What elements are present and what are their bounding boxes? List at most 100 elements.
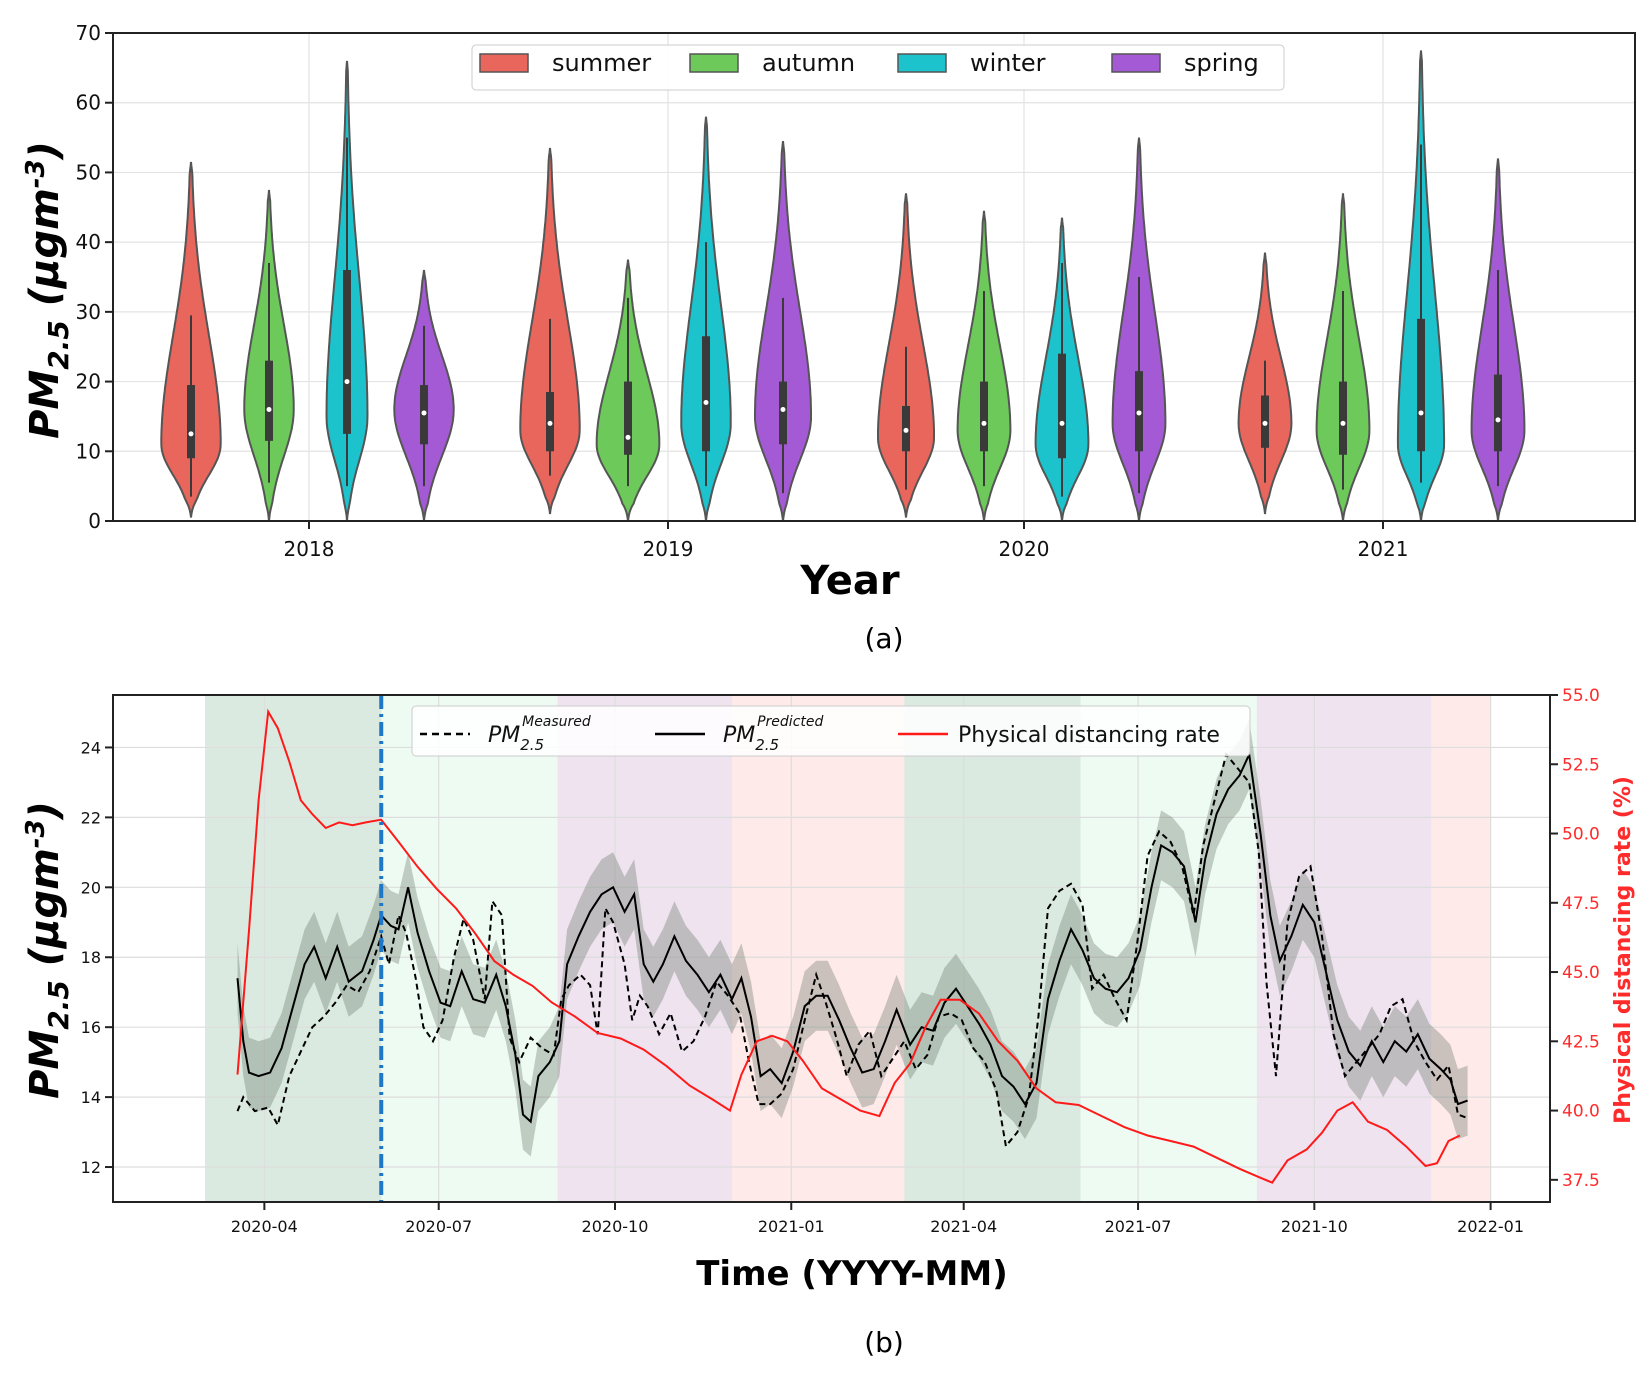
violin-x-tick-label: 2020 — [999, 537, 1050, 561]
timeseries-legend-box — [411, 705, 1251, 757]
season-band-spring — [204, 695, 382, 1202]
season-band-winter — [1431, 695, 1491, 1202]
violin-median-dot — [780, 406, 786, 412]
violin-iqr-box — [1417, 318, 1425, 452]
violin-iqr-box — [187, 385, 195, 459]
season-band-summer — [1080, 695, 1257, 1202]
violin-x-tick-label: 2021 — [1358, 537, 1409, 561]
season-band-autumn — [557, 695, 732, 1202]
timeseries-x-tick-label: 2021-10 — [1281, 1217, 1348, 1236]
violin-median-dot — [981, 420, 987, 426]
violin-median-dot — [1495, 417, 1501, 423]
violin-y-label: PM2.5 (μgm-3) — [21, 141, 75, 439]
violin-median-dot — [625, 434, 631, 440]
violin-y-tick-label: 10 — [76, 439, 101, 463]
panel-b-caption: (b) — [864, 1326, 904, 1359]
legend-swatch-autumn — [689, 53, 739, 73]
timeseries-y-right-tick-label: 45.0 — [1562, 963, 1600, 983]
violin-x-axis: 2018 2019 2020 2021 — [284, 521, 1409, 561]
violin-legend-box — [471, 44, 1285, 91]
timeseries-x-tick-label: 2021-01 — [758, 1217, 825, 1236]
timeseries-y-label: PM2.5 (μgm-3) — [21, 801, 75, 1099]
timeseries-y-tick-label: 12 — [81, 1158, 101, 1177]
legend-swatch-spring — [1111, 53, 1161, 73]
violin-median-dot — [1340, 420, 1346, 426]
violin-median-dot — [547, 420, 553, 426]
timeseries-x-tick-label: 2021-04 — [930, 1217, 997, 1236]
violin-y-tick-label: 0 — [88, 509, 101, 533]
violin-y-tick-label: 20 — [76, 370, 101, 394]
season-band-summer — [381, 695, 558, 1202]
violin-legend: summer autumn winter spring — [471, 44, 1285, 91]
legend-label-autumn: autumn — [762, 49, 855, 77]
violin-median-dot — [1059, 420, 1065, 426]
timeseries-plot-frame — [112, 694, 1551, 1203]
distancing-rate-line — [236, 708, 1461, 1184]
timeseries-y-axis-left: 12 14 16 18 20 22 24 — [81, 738, 113, 1177]
timeseries-x-label: Time (YYYY-MM) — [696, 1254, 1008, 1294]
violin-y-axis: 0 10 20 30 40 50 60 70 — [76, 21, 113, 533]
violin-iqr-box — [265, 360, 273, 441]
timeseries-x-tick-label: 2020-07 — [405, 1217, 472, 1236]
timeseries-y-axis-right: 37.5 40.0 42.5 45.0 47.5 50.0 52.5 55.0 — [1550, 686, 1600, 1191]
violin-iqr-box — [624, 381, 632, 455]
legend-swatch-winter — [897, 53, 947, 73]
timeseries-x-axis: 2020-04 2020-07 2020-10 2021-01 2021-04 2021-… — [231, 1202, 1524, 1236]
violin-median-dot — [266, 406, 272, 412]
predicted-uncertainty-band — [237, 719, 1468, 1157]
violin-iqr-box — [1494, 374, 1502, 452]
violin-plot-area — [160, 50, 1526, 521]
violin-median-dot — [421, 410, 427, 416]
violin-iqr-box — [1339, 381, 1347, 455]
timeseries-y-tick-label: 18 — [81, 948, 101, 967]
violin-iqr-box — [980, 381, 988, 452]
measured-line — [236, 752, 1468, 1149]
legend-label-spring: spring — [1184, 49, 1259, 77]
violin-y-tick-label: 30 — [76, 300, 101, 324]
timeseries-y-right-tick-label: 40.0 — [1562, 1102, 1600, 1122]
violin-iqr-box — [343, 270, 351, 434]
timeseries-x-tick-label: 2020-04 — [231, 1217, 298, 1236]
timeseries-x-tick-label: 2021-07 — [1105, 1217, 1172, 1236]
timeseries-plot-area — [236, 695, 1468, 1202]
timeseries-y-tick-label: 14 — [81, 1088, 101, 1107]
violin-median-dot — [1136, 410, 1142, 416]
violin-iqr-box — [779, 381, 787, 445]
timeseries-y-right-tick-label: 37.5 — [1562, 1171, 1600, 1191]
timeseries-x-tick-label: 2020-10 — [582, 1217, 649, 1236]
violin-median-dot — [703, 399, 709, 405]
violin-iqr-box — [702, 336, 710, 452]
violin-x-tick-label: 2019 — [643, 537, 694, 561]
legend-swatch-summer — [479, 53, 529, 73]
timeseries-y-right-tick-label: 42.5 — [1562, 1032, 1600, 1052]
violin-median-dot — [1418, 410, 1424, 416]
violin-median-dot — [1262, 420, 1268, 426]
legend-label-summer: summer — [552, 49, 651, 77]
timeseries-y-tick-label: 16 — [81, 1018, 101, 1037]
violin-y-tick-label: 40 — [76, 230, 101, 254]
timeseries-y-label-right: Physical distancing rate (%) — [1611, 776, 1636, 1124]
violin-y-tick-label: 60 — [76, 91, 101, 115]
timeseries-y-right-tick-label: 55.0 — [1562, 686, 1600, 706]
violin-median-dot — [903, 427, 909, 433]
timeseries-legend: PM2.5Measured PM2.5Predicted Physical di… — [411, 705, 1251, 757]
season-bands — [204, 695, 1491, 1202]
violin-x-label: Year — [799, 558, 899, 604]
violin-iqr-box — [1058, 353, 1066, 459]
timeseries-y-right-tick-label: 50.0 — [1562, 825, 1600, 845]
legend-predicted-label: PM2.5Predicted — [723, 714, 823, 754]
violin-median-dot — [188, 431, 194, 437]
legend-distancing-label: Physical distancing rate — [958, 723, 1220, 748]
timeseries-x-tick-label: 2022-01 — [1457, 1217, 1524, 1236]
panel-a-caption: (a) — [864, 622, 903, 655]
legend-measured-label: PM2.5Measured — [488, 714, 591, 754]
violin-x-tick-label: 2018 — [284, 537, 335, 561]
predicted-line — [236, 750, 1468, 1124]
timeseries-y-tick-label: 20 — [81, 878, 101, 897]
timeseries-y-right-tick-label: 52.5 — [1562, 755, 1600, 775]
season-band-winter — [731, 695, 905, 1202]
violin-y-tick-label: 70 — [76, 21, 101, 45]
violin-plot-frame — [112, 32, 1636, 522]
violin-y-tick-label: 50 — [76, 160, 101, 184]
